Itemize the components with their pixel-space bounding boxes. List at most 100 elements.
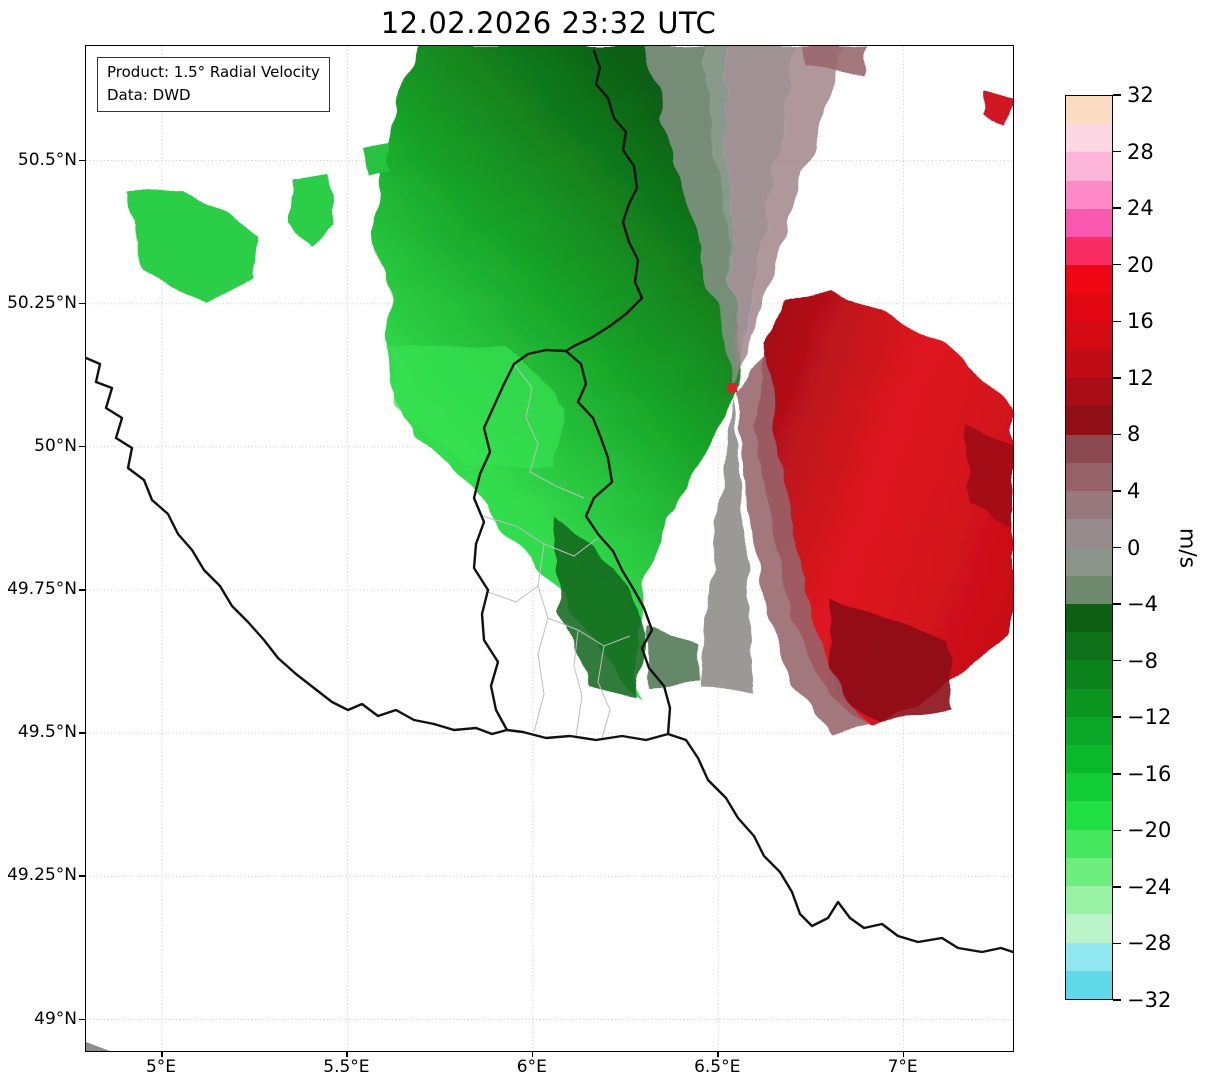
colorbar-tick-label: −24 bbox=[1127, 874, 1172, 899]
x-tick-mark bbox=[717, 1051, 719, 1057]
zero-isodop-south bbox=[700, 398, 754, 696]
colorbar-tick-label: −12 bbox=[1127, 705, 1172, 730]
colorbar-band bbox=[1066, 124, 1112, 153]
velocity-gray-green-patch-south bbox=[646, 626, 700, 688]
y-tick-label: 50.25°N bbox=[7, 292, 77, 313]
colorbar-band bbox=[1066, 321, 1112, 350]
x-tick-label: 5°E bbox=[145, 1057, 177, 1077]
colorbar-tick-label: 28 bbox=[1127, 139, 1154, 164]
y-tick-mark bbox=[79, 589, 85, 591]
colorbar-tick-label: 16 bbox=[1127, 309, 1154, 334]
product-label: Product: 1.5° Radial Velocity bbox=[107, 63, 320, 81]
colorbar-band bbox=[1066, 547, 1112, 576]
colorbar-band bbox=[1066, 801, 1112, 830]
colorbar-tick-mark bbox=[1113, 433, 1121, 436]
colorbar-tick-label: 12 bbox=[1127, 365, 1154, 390]
colorbar-tick-mark bbox=[1113, 773, 1121, 775]
colorbar-unit-label: m/s bbox=[1174, 527, 1200, 568]
velocity-dark-red-patch-east bbox=[964, 424, 1013, 526]
colorbar-tick-label: 24 bbox=[1127, 196, 1154, 221]
weak-positive-band bbox=[738, 356, 866, 734]
colorbar-band bbox=[1066, 406, 1112, 435]
y-tick-label: 49.25°N bbox=[7, 865, 77, 886]
colorbar-tick-mark bbox=[1113, 603, 1121, 605]
y-tick-mark bbox=[79, 445, 85, 448]
colorbar-tick-label: −32 bbox=[1127, 988, 1172, 1012]
colorbar-tick-label: −20 bbox=[1127, 818, 1172, 843]
colorbar-tick-label: −16 bbox=[1127, 761, 1172, 786]
product-info-box: Product: 1.5° Radial Velocity Data: DWD bbox=[97, 57, 330, 112]
colorbar-tick-mark bbox=[1113, 377, 1121, 379]
y-tick-label: 49°N bbox=[34, 1008, 77, 1029]
x-tick-mark bbox=[531, 1051, 534, 1057]
district-borders bbox=[481, 363, 631, 739]
velocity-field bbox=[130, 46, 1013, 734]
x-tick-mark bbox=[902, 1051, 905, 1057]
colorbar-band bbox=[1066, 152, 1112, 181]
y-tick-mark bbox=[79, 1018, 85, 1020]
border-belgium-germany bbox=[564, 49, 644, 353]
colorbar-tick-mark bbox=[1113, 829, 1121, 832]
colorbar-tick-mark bbox=[1113, 716, 1121, 718]
colorbar-band bbox=[1066, 970, 1112, 999]
colorbar-band bbox=[1066, 208, 1112, 238]
velocity-bright-green-patch bbox=[386, 346, 566, 466]
colorbar-band bbox=[1066, 829, 1112, 858]
figure-title: 12.02.2026 23:32 UTC bbox=[380, 6, 717, 40]
colorbar-tick-mark bbox=[1113, 490, 1121, 492]
y-tick-mark bbox=[79, 875, 85, 877]
border-france-germany bbox=[666, 732, 1013, 954]
colorbar-tick-mark bbox=[1113, 886, 1121, 888]
velocity-field-negative-main bbox=[372, 46, 742, 701]
radar-map bbox=[86, 46, 1013, 1051]
x-tick-label: 6°E bbox=[516, 1057, 547, 1077]
y-tick-mark bbox=[79, 732, 85, 734]
data-source-label: Data: DWD bbox=[107, 85, 191, 104]
border-luxembourg bbox=[472, 348, 672, 742]
colorbar-band bbox=[1066, 886, 1112, 915]
colorbar-band bbox=[1066, 96, 1112, 125]
x-tick-label: 5.5°E bbox=[323, 1057, 370, 1077]
colorbar-tick-mark bbox=[1113, 999, 1121, 1001]
colorbar-band bbox=[1066, 237, 1112, 266]
velocity-field-positive-main bbox=[756, 291, 1013, 728]
colorbar-tick-label: 32 bbox=[1127, 83, 1154, 107]
colorbar-tick-label: 20 bbox=[1127, 252, 1154, 277]
colorbar-tick-layer: 32 28 24 20 16 12 8 4 0 −4 −8 −12 −16 −20 −24 −28 −32 bbox=[1065, 83, 1225, 1012]
colorbar-band bbox=[1066, 773, 1112, 802]
colorbar-band bbox=[1066, 265, 1112, 294]
country-borders bbox=[86, 49, 1013, 954]
colorbar-tick-label: −4 bbox=[1127, 592, 1158, 617]
colorbar-band bbox=[1066, 660, 1112, 689]
colorbar-tick-label: 0 bbox=[1127, 535, 1141, 560]
x-tick-label: 6.5°E bbox=[694, 1057, 741, 1077]
y-tick-label: 49.5°N bbox=[17, 722, 77, 743]
colorbar-tick-label: 4 bbox=[1127, 478, 1141, 503]
colorbar-tick-mark bbox=[1113, 320, 1121, 322]
velocity-dark-green-tail bbox=[556, 516, 646, 698]
colorbar-band bbox=[1066, 688, 1112, 717]
x-tick-mark bbox=[346, 1051, 348, 1057]
colorbar-tick-mark bbox=[1113, 659, 1121, 662]
colorbar-band bbox=[1066, 632, 1112, 661]
colorbar-tick-mark bbox=[1113, 150, 1121, 153]
colorbar-band bbox=[1066, 603, 1112, 633]
x-tick-label: 7°E bbox=[887, 1057, 918, 1077]
y-tick-label: 50°N bbox=[34, 435, 77, 456]
colorbar-tick-mark bbox=[1113, 207, 1121, 209]
radar-site-pixel bbox=[731, 380, 740, 390]
zero-isodop-north-left bbox=[644, 46, 736, 384]
colorbar-tick-mark bbox=[1113, 546, 1121, 549]
colorbar-band bbox=[1066, 293, 1112, 322]
colorbar-band bbox=[1066, 745, 1112, 774]
colorbar-band bbox=[1066, 462, 1112, 492]
velocity-dark-red-patch-south bbox=[830, 598, 952, 724]
colorbar-gradient bbox=[1065, 95, 1113, 1000]
colorbar-band bbox=[1066, 180, 1112, 209]
colorbar-tick-label: 8 bbox=[1127, 422, 1141, 447]
colorbar-band bbox=[1066, 857, 1112, 887]
colorbar-band bbox=[1066, 378, 1112, 407]
colorbar-band bbox=[1066, 942, 1112, 971]
weak-positive-wedge-north bbox=[736, 46, 846, 384]
